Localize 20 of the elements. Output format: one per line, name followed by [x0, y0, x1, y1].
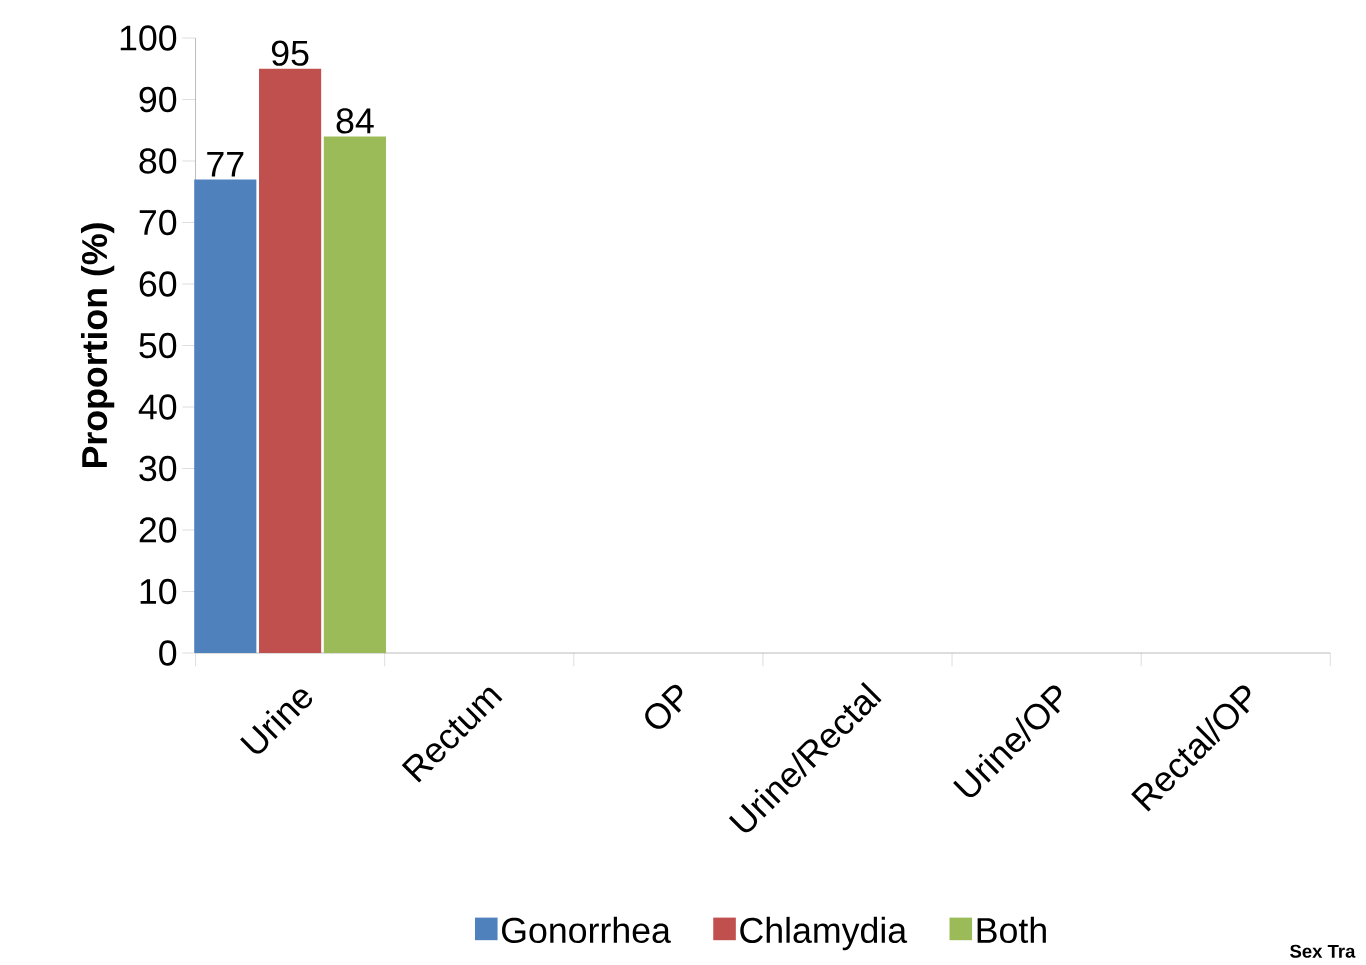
- y-tick-label: 90: [139, 86, 177, 113]
- y-tick-label: 0: [159, 640, 177, 666]
- y-tick-label: 30: [139, 455, 177, 482]
- y-tick-label: 50: [139, 332, 177, 359]
- data-label: 77: [207, 151, 244, 177]
- data-label: 95: [271, 40, 309, 66]
- legend-label: Chlamydia: [740, 916, 908, 951]
- y-tick-label: 100: [120, 25, 177, 51]
- legend-label: Gonorrhea: [502, 916, 671, 944]
- y-axis-title: Proportion (%): [80, 223, 115, 468]
- y-tick-label: 40: [138, 394, 177, 420]
- data-label: 84: [336, 108, 374, 134]
- x-tick-label: OP: [645, 684, 683, 729]
- y-tick-label: 10: [140, 578, 177, 605]
- y-tick-label: 70: [139, 209, 177, 236]
- y-tick-label: 60: [139, 271, 177, 297]
- legend-label: Both: [977, 916, 1046, 944]
- text: Sex Tra: [1290, 944, 1356, 958]
- y-tick-label: 80: [139, 148, 177, 174]
- y-tick-label: 20: [139, 517, 177, 543]
